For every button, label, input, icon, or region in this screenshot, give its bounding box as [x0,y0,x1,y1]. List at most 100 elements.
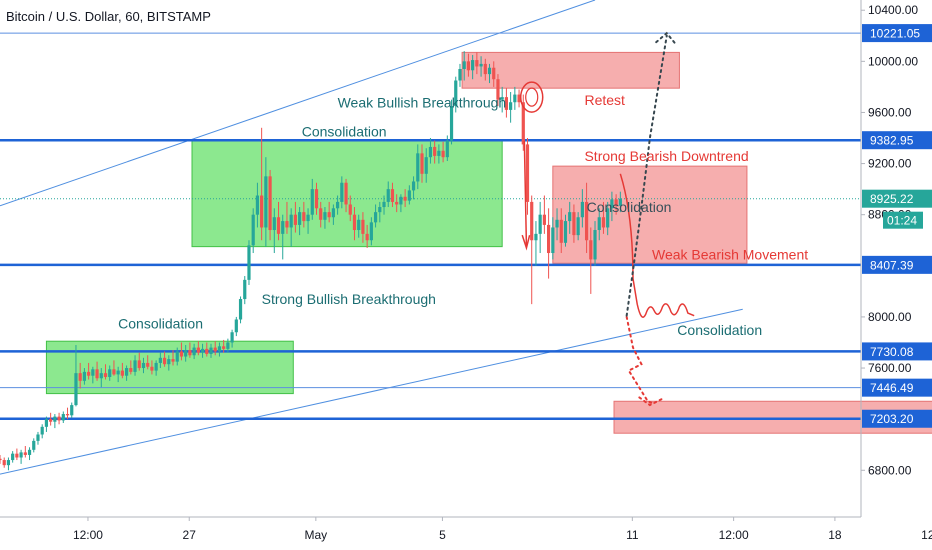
candle-body [310,189,314,215]
candle-body [563,221,568,243]
candle-137 [576,212,580,241]
candle-78 [327,201,331,223]
candle-body [466,61,471,71]
candle-body [610,199,614,209]
candle-42 [175,347,179,366]
candle-47 [196,341,200,356]
candle-body [116,370,120,375]
candle-64 [268,169,272,241]
price-tick-label: 10400.00 [868,3,918,17]
candle-body [492,67,496,80]
candle-body [411,181,416,191]
arrow-down-line [523,140,528,247]
candle-body [589,240,593,260]
candle-2 [6,457,11,471]
candle-body [293,214,297,225]
candle-40 [167,355,171,371]
candle-138 [580,189,584,228]
candle-132 [555,208,559,241]
candle-91 [382,195,386,215]
candle-94 [395,194,399,213]
candle-body [247,245,251,280]
candle-body [475,60,479,67]
candle-body [6,460,11,466]
candle-body [618,198,622,206]
candle-0 [0,454,2,464]
candle-body [125,368,129,376]
candle-body [2,460,6,466]
candle-23 [95,361,99,381]
candle-body [538,214,542,234]
candle-body [441,150,445,158]
candle-body [365,233,369,241]
candle-body [361,219,365,234]
candle-58 [243,276,247,305]
level-tag-bg [862,409,932,428]
candle-11 [44,416,49,432]
candle-24 [99,368,103,388]
candle-108 [454,76,458,113]
candle-body [200,348,205,353]
candle-52 [217,342,222,357]
candle-body [487,67,492,75]
candle-body [433,146,437,156]
candle-body [298,212,302,225]
candle-body [209,347,213,354]
time-tick-label: May [305,528,328,542]
candle-body [32,440,36,450]
candle-16 [65,407,70,420]
candle-143 [601,201,606,234]
annotation-7: Weak Bearish Movement [652,246,808,262]
dotted-up-projection [625,34,668,317]
candle-79 [331,204,335,225]
time-tick-label: 12:00 [719,528,749,542]
candle-body [171,359,175,362]
candle-body [517,94,521,103]
candle-43 [179,342,184,361]
candle-125 [525,138,530,215]
candle-body [23,452,27,455]
candle-8 [32,438,36,453]
annotation-2: Consolidation [302,124,387,140]
candle-body [504,97,508,110]
candle-81 [340,176,344,209]
candle-101 [424,148,428,183]
candle-7 [27,447,32,461]
candle-body [593,230,597,260]
candle-74 [310,178,314,220]
price-tick-label: 10000.00 [868,54,918,68]
candle-body [234,319,238,333]
candle-48 [200,343,205,358]
candle-body [542,214,546,225]
candles-layer [0,51,622,471]
channel-upper-line [0,0,596,207]
candle-55 [230,329,234,348]
level-tag-bg [862,255,932,274]
candle-20 [82,368,86,385]
candle-body [483,63,487,75]
candle-145 [610,191,614,222]
time-tick-label: 5 [439,528,446,542]
dotted-up-arrowhead [655,31,677,45]
candle-15 [61,411,65,423]
candle-body [78,373,82,381]
candle-44 [184,345,188,362]
candle-body [403,196,407,201]
candle-65 [272,208,276,254]
channel-layer [0,0,743,475]
candle-85 [357,214,361,238]
candle-26 [108,365,112,381]
candle-body [530,201,534,241]
candle-142 [597,208,601,241]
candle-82 [344,178,348,213]
candle-50 [209,343,213,358]
candle-body [15,453,19,458]
countdown-tag-bg [883,211,923,229]
candle-110 [462,51,466,81]
candle-body [289,214,293,228]
candle-body [57,416,61,421]
candle-body [213,347,217,352]
candle-111 [466,53,471,77]
